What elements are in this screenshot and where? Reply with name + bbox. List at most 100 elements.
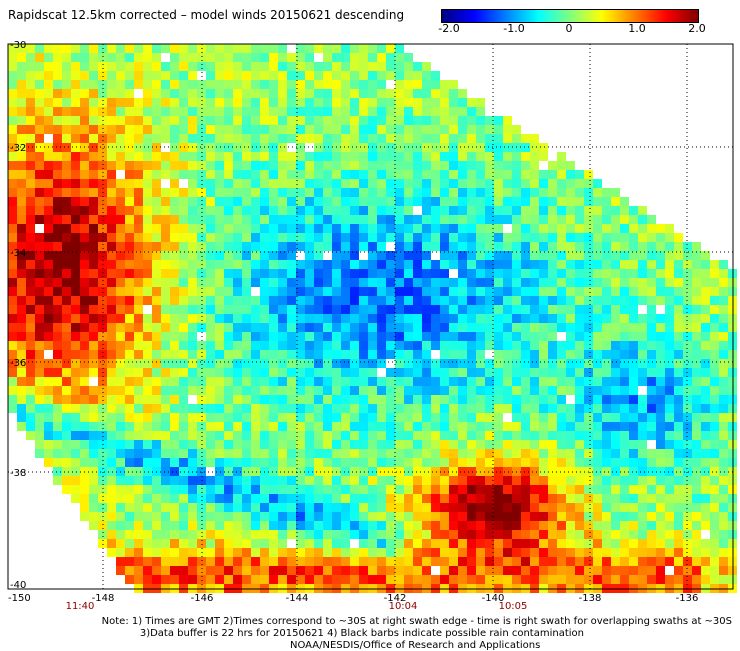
data-cell <box>296 62 305 71</box>
data-cell <box>530 260 539 269</box>
data-cell <box>656 368 665 377</box>
data-cell <box>35 305 44 314</box>
data-cell <box>125 179 134 188</box>
data-cell <box>8 386 17 395</box>
data-cell <box>449 242 458 251</box>
data-cell <box>359 530 368 539</box>
data-cell <box>422 62 431 71</box>
data-cell <box>629 233 638 242</box>
data-cell <box>431 566 440 575</box>
data-cell <box>179 323 188 332</box>
data-cell <box>107 494 116 503</box>
data-cell <box>611 287 620 296</box>
data-cell <box>476 341 485 350</box>
data-cell <box>494 368 503 377</box>
data-cell <box>62 449 71 458</box>
data-cell <box>620 242 629 251</box>
data-cell <box>224 134 233 143</box>
data-cell <box>548 440 557 449</box>
data-cell <box>530 296 539 305</box>
data-cell <box>53 197 62 206</box>
data-cell <box>386 314 395 323</box>
data-cell <box>530 557 539 566</box>
data-cell <box>134 188 143 197</box>
data-cell <box>395 413 404 422</box>
data-cell <box>647 575 656 584</box>
data-cell <box>386 260 395 269</box>
data-cell <box>287 503 296 512</box>
data-cell <box>350 98 359 107</box>
data-cell <box>161 53 170 62</box>
data-cell <box>152 71 161 80</box>
data-cell <box>206 548 215 557</box>
data-cell <box>260 368 269 377</box>
data-cell <box>404 116 413 125</box>
data-cell <box>287 368 296 377</box>
data-cell <box>440 359 449 368</box>
data-cell <box>143 368 152 377</box>
longitude-label: -138 <box>579 593 602 604</box>
data-cell <box>287 314 296 323</box>
data-cell <box>413 458 422 467</box>
data-cell <box>530 485 539 494</box>
data-cell <box>296 314 305 323</box>
data-cell <box>8 368 17 377</box>
data-cell <box>350 125 359 134</box>
data-cell <box>80 179 89 188</box>
data-cell <box>197 467 206 476</box>
data-cell <box>98 269 107 278</box>
data-cell <box>665 413 674 422</box>
data-cell <box>539 512 548 521</box>
data-cell <box>620 251 629 260</box>
data-cell <box>287 350 296 359</box>
data-cell <box>404 80 413 89</box>
data-cell <box>377 377 386 386</box>
data-cell <box>269 512 278 521</box>
data-cell <box>188 53 197 62</box>
data-cell <box>224 494 233 503</box>
data-cell <box>431 197 440 206</box>
data-cell <box>719 296 728 305</box>
data-cell <box>332 179 341 188</box>
data-cell <box>152 503 161 512</box>
data-cell <box>161 197 170 206</box>
data-cell <box>305 341 314 350</box>
data-cell <box>359 575 368 584</box>
data-cell <box>557 197 566 206</box>
data-cell <box>449 224 458 233</box>
data-cell <box>170 404 179 413</box>
data-cell <box>683 521 692 530</box>
data-cell <box>143 314 152 323</box>
data-cell <box>692 332 701 341</box>
data-cell <box>215 368 224 377</box>
data-cell <box>134 386 143 395</box>
data-cell <box>179 215 188 224</box>
data-cell <box>458 458 467 467</box>
data-cell <box>377 350 386 359</box>
data-cell <box>602 548 611 557</box>
data-cell <box>395 287 404 296</box>
data-cell <box>206 485 215 494</box>
data-cell <box>638 386 647 395</box>
data-cell <box>413 224 422 233</box>
data-cell <box>35 44 44 53</box>
data-cell <box>386 341 395 350</box>
data-cell <box>431 575 440 584</box>
data-cell <box>215 107 224 116</box>
data-cell <box>431 449 440 458</box>
data-cell <box>62 296 71 305</box>
longitude-label: -142 <box>384 593 407 604</box>
data-cell <box>431 143 440 152</box>
data-cell <box>53 395 62 404</box>
data-cell <box>8 215 17 224</box>
data-cell <box>440 323 449 332</box>
data-cell <box>692 521 701 530</box>
data-cell <box>278 98 287 107</box>
data-cell <box>242 206 251 215</box>
data-cell <box>314 575 323 584</box>
data-cell <box>62 71 71 80</box>
data-cell <box>314 152 323 161</box>
data-cell <box>98 539 107 548</box>
data-cell <box>494 539 503 548</box>
data-cell <box>260 575 269 584</box>
